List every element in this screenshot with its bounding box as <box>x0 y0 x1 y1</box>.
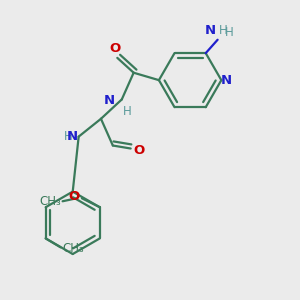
Text: O: O <box>134 143 145 157</box>
Text: N: N <box>205 24 216 37</box>
Text: H: H <box>63 130 72 142</box>
Text: CH₃: CH₃ <box>39 195 61 208</box>
Text: N: N <box>104 94 115 107</box>
Text: H: H <box>225 26 234 39</box>
Text: H: H <box>123 105 132 118</box>
Text: CH₃: CH₃ <box>62 242 84 255</box>
Text: O: O <box>68 190 80 203</box>
Text: H: H <box>219 24 228 38</box>
Text: O: O <box>109 43 121 56</box>
Text: N: N <box>221 74 232 87</box>
Text: N: N <box>67 130 78 142</box>
